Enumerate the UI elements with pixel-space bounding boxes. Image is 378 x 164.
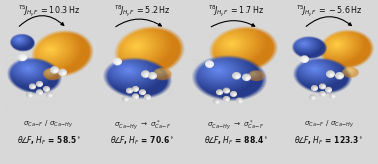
Text: $\sigma_{Ca\!-\!Hy}$ $\rightarrow$ $\sigma^*_{Ca\!-\!F}$: $\sigma_{Ca\!-\!Hy}$ $\rightarrow$ $\sig… [207,118,264,132]
Text: $\theta\!\angle\!F$, $H_F$ = 88.4$^\circ$: $\theta\!\angle\!F$, $H_F$ = 88.4$^\circ… [204,135,268,147]
Text: $^{T5}\!J_{H_y F}$ $= 10.3\,\mathrm{Hz}$: $^{T5}\!J_{H_y F}$ $= 10.3\,\mathrm{Hz}$ [18,3,80,19]
Text: $\sigma_{Ca\!-\!Hy}$ $\rightarrow$ $\sigma^*_{Ca\!-\!F}$: $\sigma_{Ca\!-\!Hy}$ $\rightarrow$ $\sig… [114,118,171,132]
Text: $\sigma_{Ca\!-\!F}$ / $\sigma_{Ca\!-\!Hy}$: $\sigma_{Ca\!-\!F}$ / $\sigma_{Ca\!-\!Hy… [23,118,74,130]
Text: $\theta\!\angle\!F$, $H_F$ = 58.5$^\circ$: $\theta\!\angle\!F$, $H_F$ = 58.5$^\circ… [17,135,81,147]
Text: $\sigma_{Ca\!-\!F}$ / $\sigma_{Ca\!-\!Hy}$: $\sigma_{Ca\!-\!F}$ / $\sigma_{Ca\!-\!Hy… [304,118,355,130]
Text: $^{T8}\!J_{H_y F}$ $= 1.7\,\mathrm{Hz}$: $^{T8}\!J_{H_y F}$ $= 1.7\,\mathrm{Hz}$ [208,3,264,19]
Text: $^{T5}\!J_{H_y F}$ $= -5.6\,\mathrm{Hz}$: $^{T5}\!J_{H_y F}$ $= -5.6\,\mathrm{Hz}$ [296,3,363,19]
Text: $^{T8}\!J_{H_y F}$ $= 5.2\,\mathrm{Hz}$: $^{T8}\!J_{H_y F}$ $= 5.2\,\mathrm{Hz}$ [114,3,170,19]
Text: $\theta\!\angle\!F$, $H_F$ = 123.3$^\circ$: $\theta\!\angle\!F$, $H_F$ = 123.3$^\cir… [294,135,364,147]
Text: $\theta\!\angle\!F$, $H_F$ = 70.6$^\circ$: $\theta\!\angle\!F$, $H_F$ = 70.6$^\circ… [110,135,174,147]
